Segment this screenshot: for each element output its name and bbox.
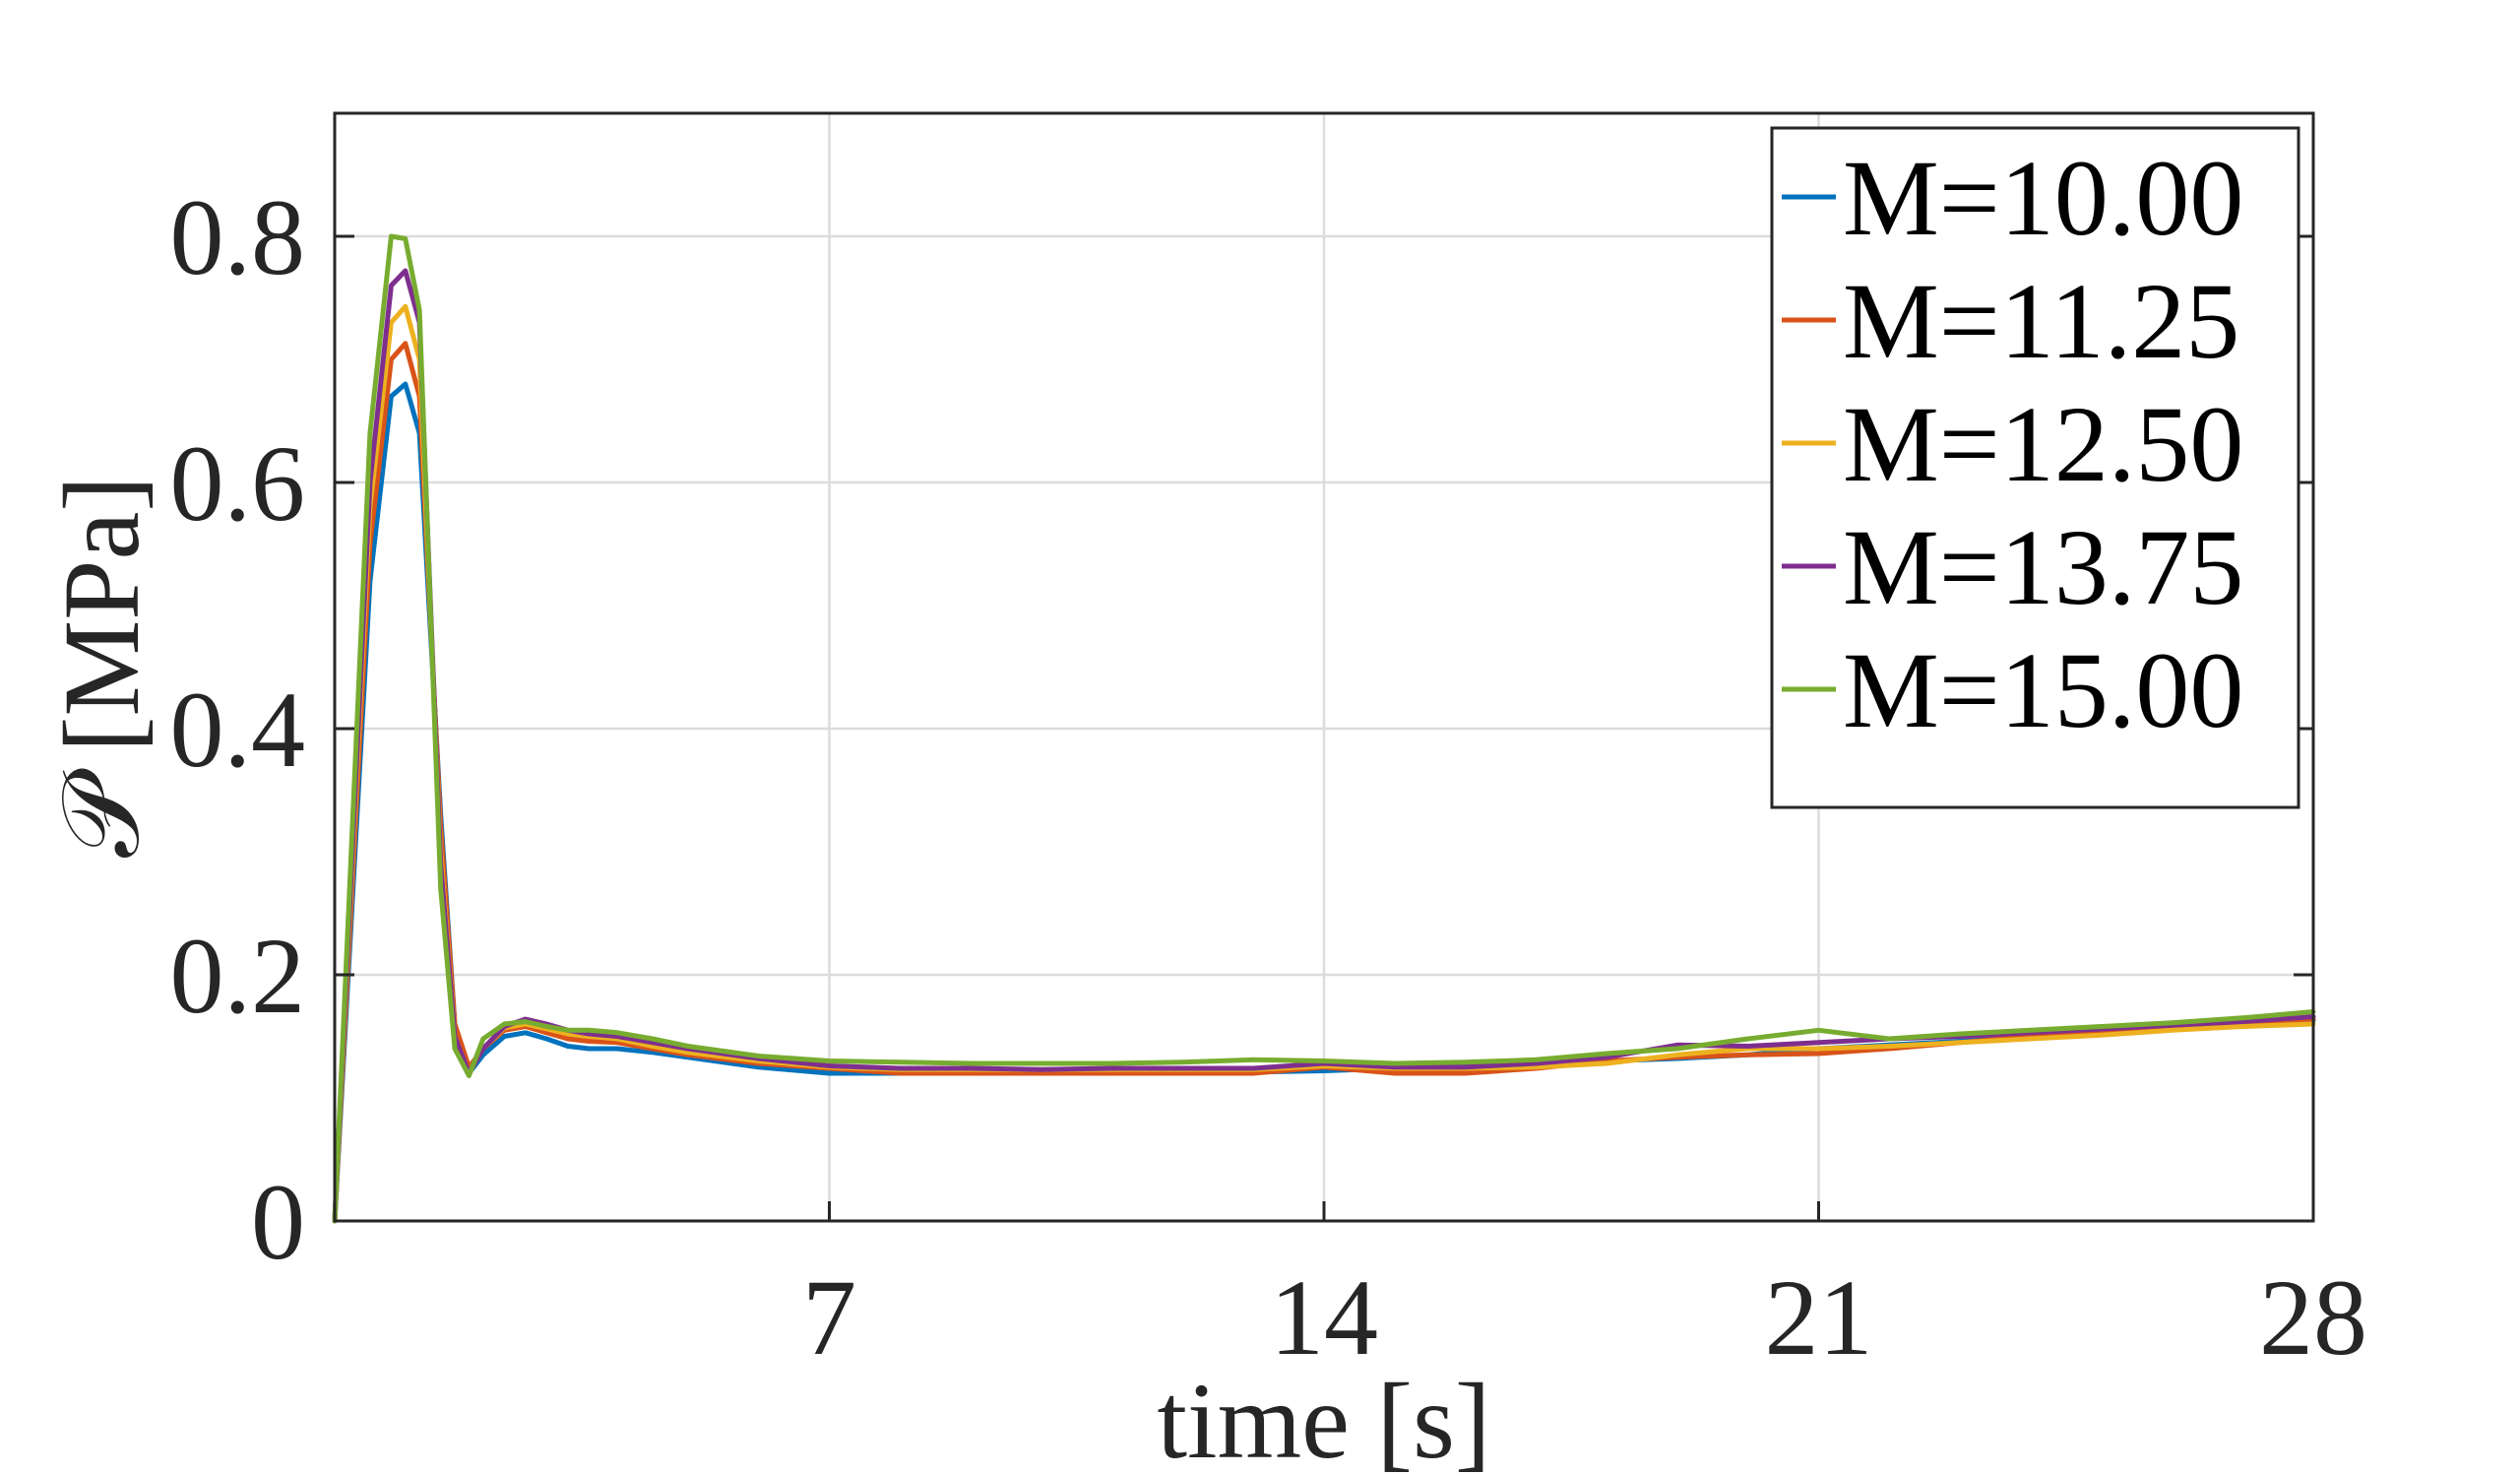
legend-entry-label: M=13.75 <box>1843 507 2243 627</box>
y-tick-label: 0.8 <box>170 177 306 297</box>
x-tick-label: 14 <box>1270 1257 1378 1378</box>
y-tick-label: 0.4 <box>170 670 306 790</box>
series-line <box>332 233 2316 1224</box>
x-axis-ticks: 7 14 21 28 <box>802 1201 2367 1378</box>
legend-entry-label: M=12.50 <box>1843 384 2243 504</box>
y-tick-label: 0.6 <box>170 423 306 544</box>
series-lines <box>332 233 2316 1224</box>
series-line <box>332 341 2316 1224</box>
x-tick-label: 21 <box>1765 1257 1873 1378</box>
x-tick-label: 7 <box>802 1257 856 1378</box>
y-axis-label: 𝒫 [MPa] <box>41 476 161 858</box>
legend-entry-label: M=11.25 <box>1843 261 2239 381</box>
y-tick-label: 0 <box>251 1162 305 1282</box>
legend-box <box>1770 126 2300 809</box>
legend: M=10.00M=11.25M=12.50M=13.75M=15.00 <box>1770 126 2300 809</box>
legend-entry-label: M=15.00 <box>1843 630 2243 750</box>
x-axis-label: time [s] <box>1157 1361 1490 1475</box>
x-tick-label: 28 <box>2259 1257 2367 1378</box>
series-line <box>332 268 2316 1224</box>
y-tick-label: 0.2 <box>170 916 306 1036</box>
legend-entry-label: M=10.00 <box>1843 138 2243 258</box>
y-axis-ticks: 0 0.2 0.4 0.6 0.8 <box>170 177 2313 1282</box>
